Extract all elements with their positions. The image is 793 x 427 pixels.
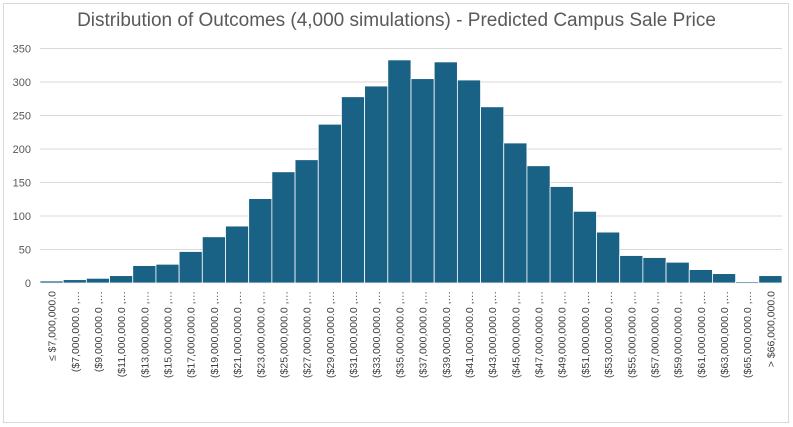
- x-tick-label: ($55,000,000.0 ,…: [626, 291, 638, 378]
- x-tick-label: ($19,000,000.0 ,…: [209, 291, 221, 378]
- x-tick-label: ($47,000,000.0 ,…: [534, 291, 546, 378]
- y-tick-label: 100: [13, 211, 31, 223]
- chart-title: Distribution of Outcomes (4,000 simulati…: [77, 10, 716, 31]
- x-tick-label: ≤ $7,000,000.0: [47, 291, 59, 361]
- histogram-bar: [248, 198, 273, 284]
- y-tick-label: 50: [19, 245, 31, 257]
- x-tick-label: ($53,000,000.0 ,…: [603, 291, 615, 378]
- y-axis-ticks: 0 50 100 150 200 250 300 350: [13, 44, 31, 291]
- x-tick-label: ($7,000,000.0 ,…: [70, 291, 82, 372]
- histogram-bar: [642, 257, 667, 284]
- x-tick-label: ($23,000,000.0 ,…: [255, 291, 267, 378]
- histogram-bar: [271, 171, 296, 284]
- y-tick-label: 0: [25, 278, 31, 290]
- x-tick-label: > $66,000,000.0: [765, 291, 777, 367]
- x-tick-label: ($65,000,000.0 ,…: [742, 291, 754, 378]
- histogram-bar: [317, 123, 342, 284]
- histogram-bar: [665, 261, 690, 284]
- histogram-bar: [132, 265, 157, 284]
- x-tick-label: ($43,000,000.0 ,…: [487, 291, 499, 378]
- histogram-bar: [201, 236, 226, 284]
- histogram-bar: [456, 79, 481, 284]
- x-tick-label: ($13,000,000.0 ,…: [139, 291, 151, 378]
- histogram-bar: [688, 269, 713, 284]
- histogram-bar: [294, 159, 319, 284]
- histogram-bar: [39, 280, 64, 284]
- y-tick-label: 250: [13, 111, 31, 123]
- x-tick-label: ($37,000,000.0 ,…: [418, 291, 430, 378]
- histogram-bar: [341, 96, 366, 284]
- x-tick-label: ($49,000,000.0 ,…: [557, 291, 569, 378]
- x-tick-label: ($31,000,000.0 ,…: [348, 291, 360, 378]
- x-tick-label: ($17,000,000.0 ,…: [186, 291, 198, 378]
- x-tick-label: ($33,000,000.0 ,…: [371, 291, 383, 378]
- x-tick-label: ($9,000,000.0 ,…: [93, 291, 105, 372]
- histogram-bar: [572, 210, 597, 284]
- histogram-bar: [526, 165, 551, 284]
- x-tick-label: ($59,000,000.0 ,…: [673, 291, 685, 378]
- x-tick-label: ($63,000,000.0 ,…: [719, 291, 731, 378]
- x-tick-label: ($21,000,000.0 ,…: [232, 291, 244, 378]
- x-axis-ticks: ≤ $7,000,000.0 ($7,000,000.0 ,… ($9,000,00…: [47, 291, 778, 378]
- histogram-bar: [62, 279, 87, 284]
- x-tick-label: ($11,000,000.0 ,…: [116, 291, 128, 377]
- histogram-bar: [364, 85, 389, 284]
- histogram-bar: [596, 231, 621, 284]
- x-tick-label: ($35,000,000.0 ,…: [394, 291, 406, 378]
- histogram-bar: [109, 275, 134, 284]
- histogram-bar: [712, 273, 737, 284]
- x-tick-label: ($39,000,000.0 ,…: [441, 291, 453, 378]
- histogram-bar: [387, 59, 412, 284]
- histogram-bar: [433, 61, 458, 284]
- histogram-bar: [758, 275, 783, 284]
- x-tick-label: ($51,000,000.0 ,…: [580, 291, 592, 378]
- y-tick-label: 300: [13, 77, 31, 89]
- y-tick-label: 200: [13, 144, 31, 156]
- x-tick-label: ($45,000,000.0 ,…: [510, 291, 522, 378]
- histogram-bar: [735, 281, 760, 284]
- x-tick-label: ($15,000,000.0 ,…: [163, 291, 175, 378]
- x-tick-label: ($57,000,000.0 ,…: [649, 291, 661, 378]
- x-tick-label: ($61,000,000.0 ,…: [696, 291, 708, 378]
- histogram-bar: [85, 277, 110, 284]
- histogram-bar: [155, 263, 180, 284]
- bars: [39, 59, 783, 284]
- histogram-bar: [178, 251, 203, 284]
- x-tick-label: ($29,000,000.0 ,…: [325, 291, 337, 378]
- x-tick-label: ($25,000,000.0 ,…: [278, 291, 290, 378]
- histogram-bar: [619, 255, 644, 284]
- x-tick-label: ($27,000,000.0 ,…: [302, 291, 314, 378]
- histogram-bar: [410, 78, 435, 284]
- histogram-bar: [503, 142, 528, 284]
- histogram-bar: [225, 225, 250, 284]
- y-tick-label: 150: [13, 178, 31, 190]
- x-tick-label: ($41,000,000.0 ,…: [464, 291, 476, 378]
- y-tick-label: 350: [13, 44, 31, 56]
- histogram-bar: [480, 106, 505, 284]
- histogram-bar: [549, 186, 574, 284]
